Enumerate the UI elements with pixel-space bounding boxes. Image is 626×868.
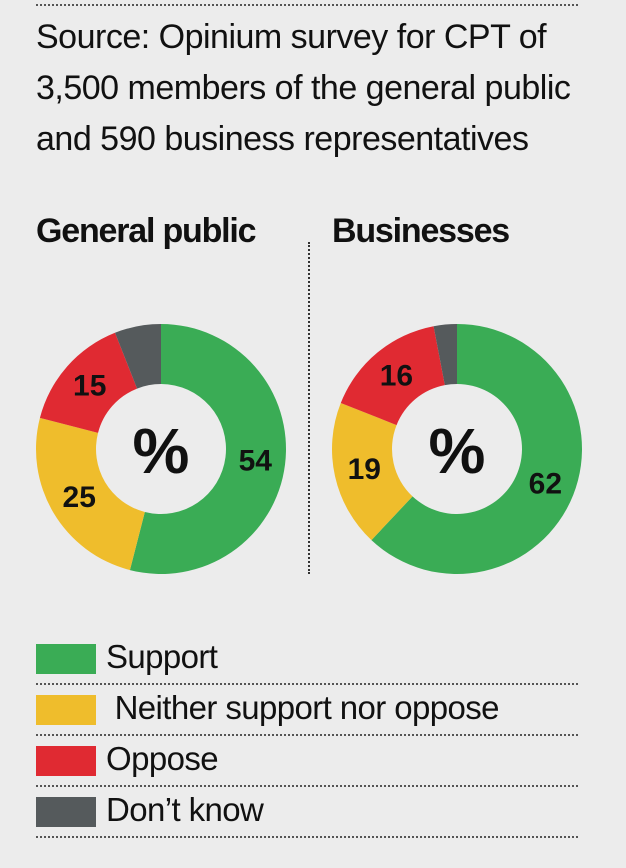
legend-item-neither: Neither support nor oppose (36, 685, 578, 736)
legend-item-dont-know: Don’t know (36, 787, 578, 838)
legend-swatch (36, 695, 96, 725)
top-divider (36, 4, 578, 6)
data-label: 16 (380, 359, 413, 392)
percent-center-label: % (429, 415, 486, 487)
donut-slice-neither-support-nor-oppose (36, 417, 145, 571)
legend-item-oppose: Oppose (36, 736, 578, 787)
data-label: 54 (239, 444, 273, 477)
percent-center-label: % (133, 415, 190, 487)
source-line: and 590 business representatives (36, 120, 529, 158)
donut-chart-general-public: 54 25 15% (36, 324, 286, 574)
chart-divider (308, 242, 310, 574)
data-label: 19 (348, 453, 381, 486)
source-note: Source: Opinium survey for CPT of 3,500 … (36, 12, 596, 165)
legend-label: Support (106, 638, 218, 675)
data-label: 15 (73, 370, 106, 403)
data-label: 25 (63, 481, 96, 514)
donut-slice-support (371, 324, 582, 574)
donut-slice-oppose (39, 332, 138, 433)
legend-label: Don’t know (106, 791, 264, 828)
donut-slice-support (129, 324, 286, 574)
donut-slice-neither-support-nor-oppose (332, 402, 413, 541)
chart-title-general-public: General public (36, 212, 257, 250)
data-label: 62 (529, 467, 562, 500)
legend-label: Oppose (106, 740, 219, 777)
donut-slice-oppose (340, 326, 445, 426)
donut-slice-don-t-know (114, 324, 161, 389)
legend-item-support: Support (36, 634, 578, 685)
source-line: 3,500 members of the general public (36, 69, 571, 107)
source-line: Source: Opinium survey for CPT of (36, 18, 547, 56)
legend-label: Neither support nor oppose (106, 689, 500, 726)
legend-swatch (36, 644, 96, 674)
legend: Support Neither support nor oppose Oppos… (36, 634, 578, 838)
legend-swatch (36, 797, 96, 827)
donut-slice-don-t-know (433, 324, 457, 386)
legend-swatch (36, 746, 96, 776)
donut-chart-businesses: 62 19 16% (332, 324, 582, 574)
chart-title-businesses: Businesses (332, 212, 510, 250)
